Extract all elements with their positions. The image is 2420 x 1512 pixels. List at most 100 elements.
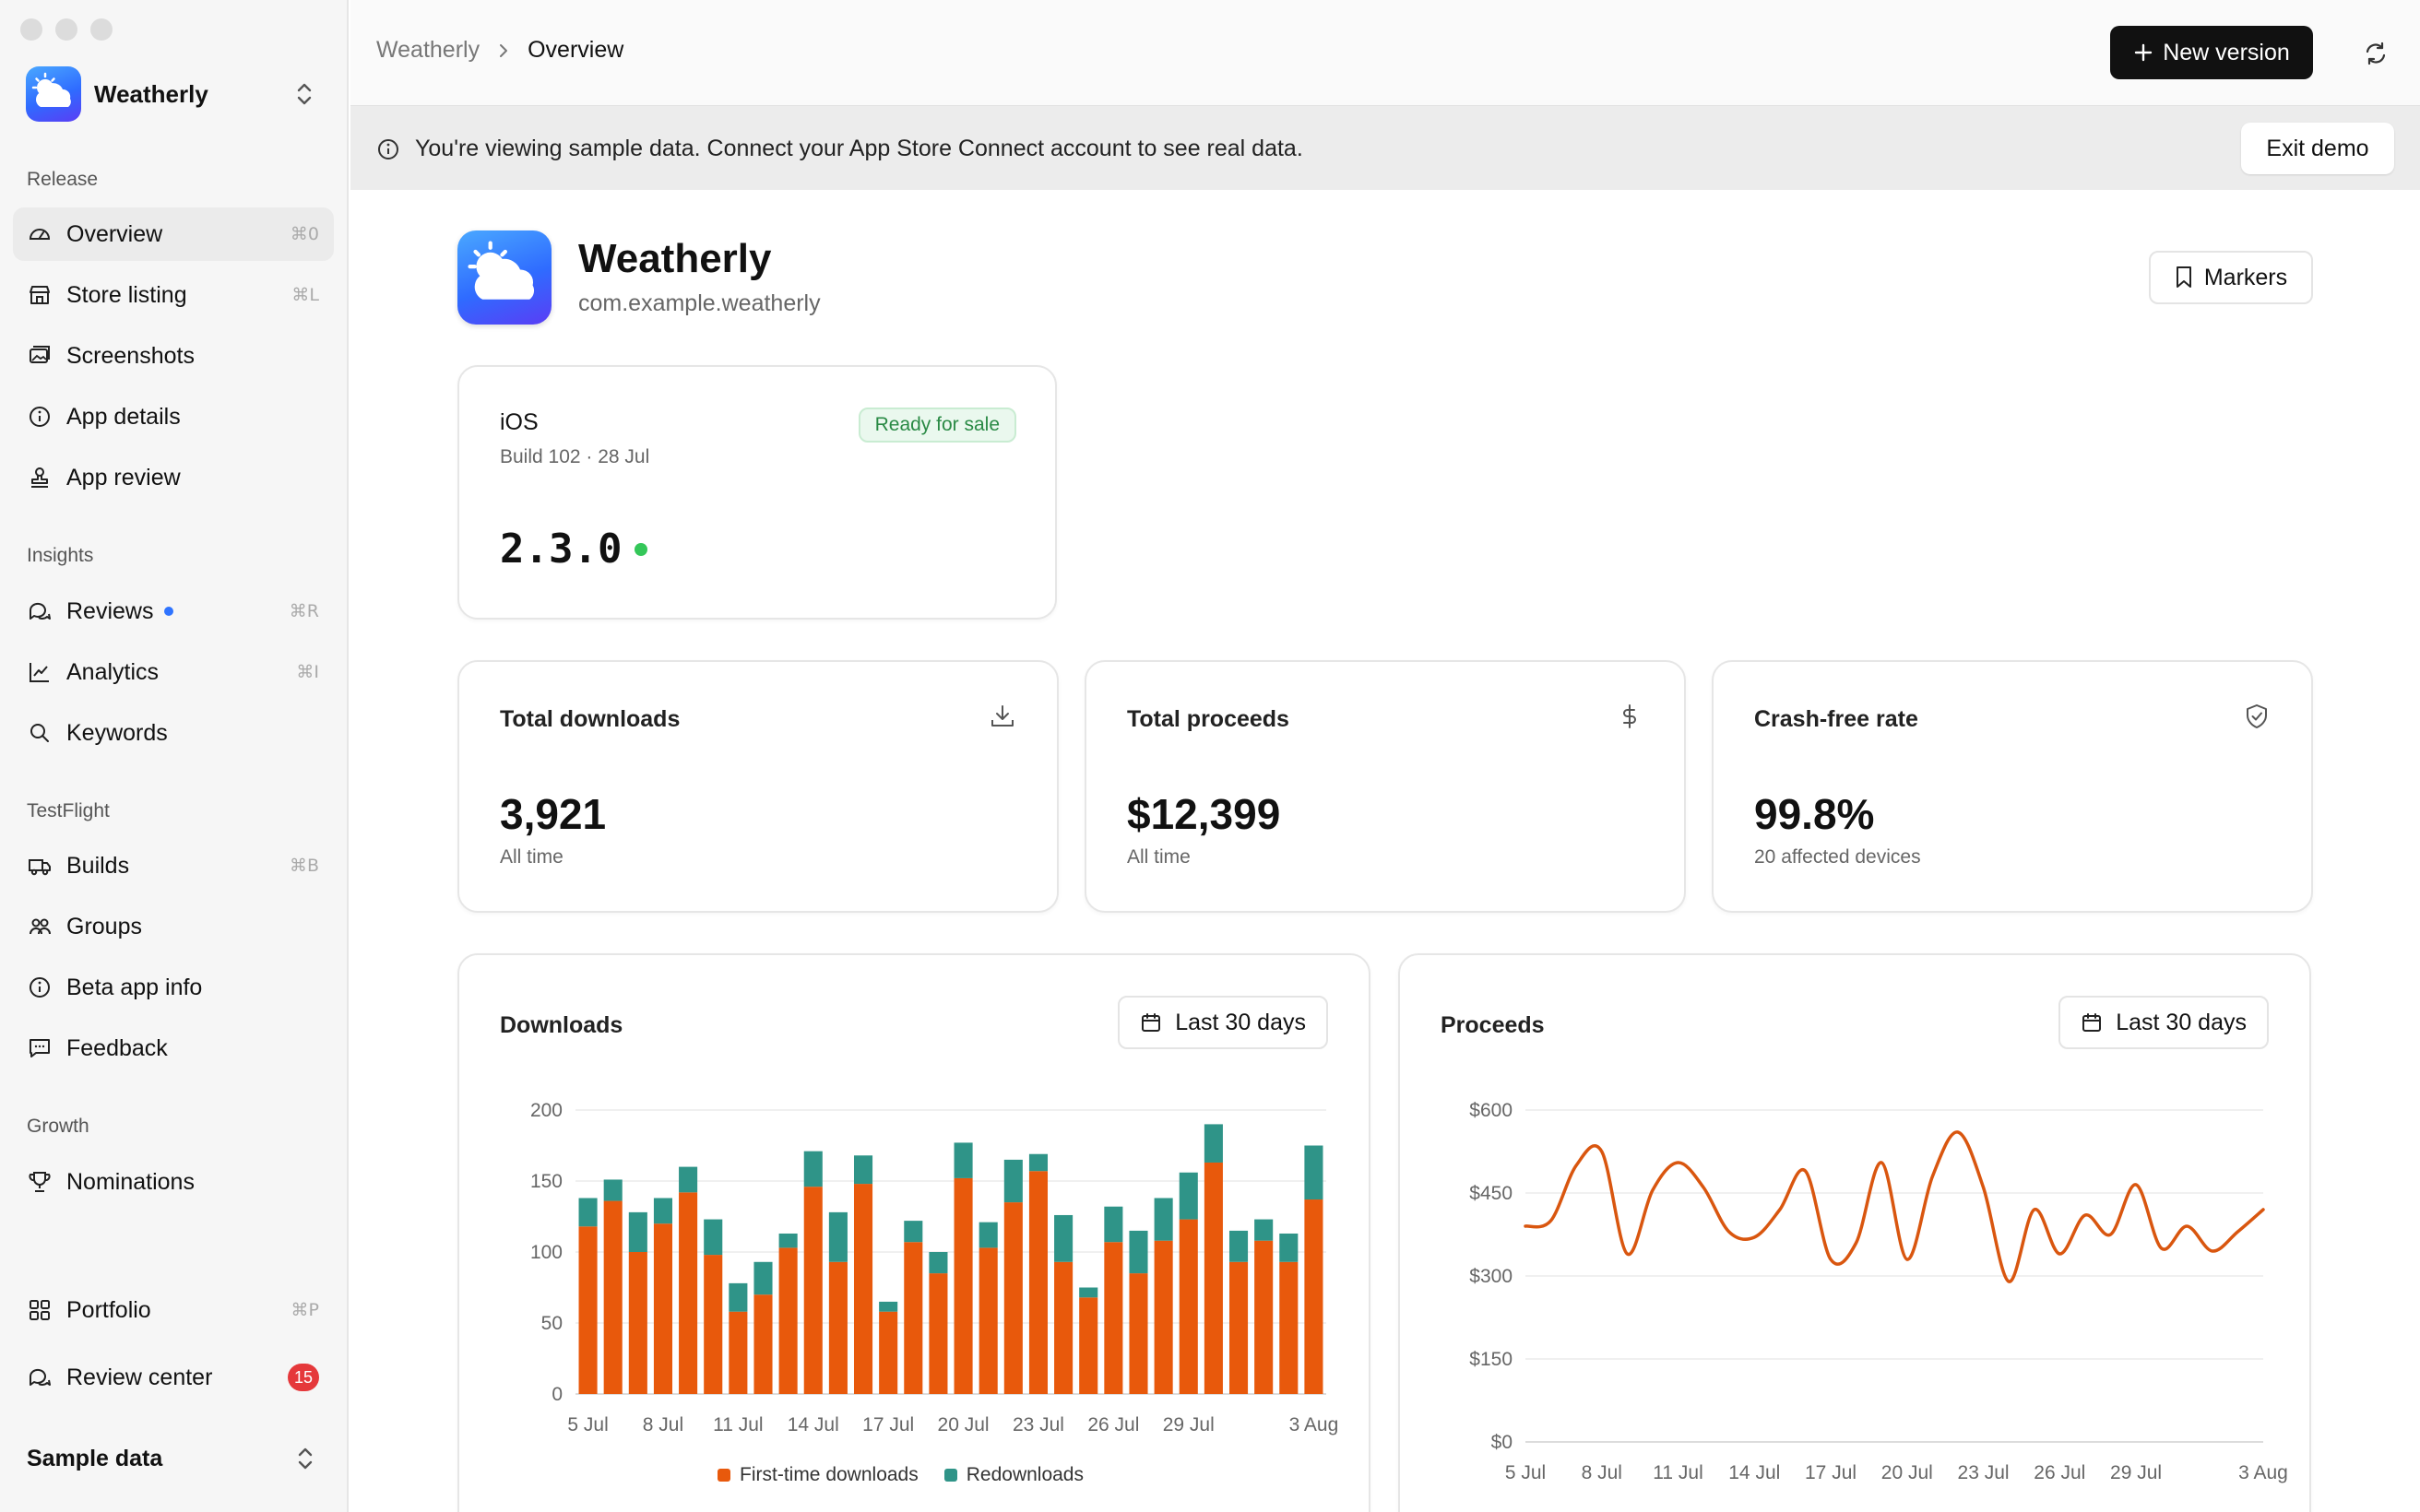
y-tick-label: 150 xyxy=(530,1171,563,1192)
chart-title: Downloads xyxy=(500,1012,623,1038)
sidebar-item-label: Overview xyxy=(66,220,163,247)
shield-check-icon xyxy=(2247,704,2267,728)
x-tick-label: 20 Jul xyxy=(938,1414,990,1435)
x-tick-label: 29 Jul xyxy=(1163,1414,1215,1435)
stat-subtitle: All time xyxy=(1127,846,1191,868)
ios-version-card[interactable]: iOS Build 102 · 28 Jul Ready for sale 2.… xyxy=(457,365,1057,620)
x-tick-label: 5 Jul xyxy=(1505,1462,1546,1483)
y-tick-label: $450 xyxy=(1469,1183,1512,1204)
breadcrumb-root[interactable]: Weatherly xyxy=(376,37,480,63)
bar-first-time xyxy=(879,1311,898,1394)
chevron-up-down-icon xyxy=(298,1447,313,1470)
shortcut-hint: ⌘0 xyxy=(290,224,319,244)
info-circle-icon xyxy=(28,975,52,999)
sidebar-item-reviews[interactable]: Reviews ⌘R xyxy=(13,585,334,638)
sidebar-item-beta-app-info[interactable]: Beta app info xyxy=(13,961,334,1014)
bar-redownload xyxy=(929,1252,948,1274)
bar-redownload xyxy=(1079,1287,1098,1298)
sidebar-item-label: Portfolio xyxy=(66,1296,151,1323)
bar-first-time xyxy=(628,1252,647,1394)
chart-title: Proceeds xyxy=(1441,1012,1545,1038)
exit-demo-button[interactable]: Exit demo xyxy=(2241,123,2394,174)
bar-redownload xyxy=(653,1198,673,1224)
y-tick-label: 100 xyxy=(530,1242,563,1263)
y-tick-label: 200 xyxy=(530,1100,563,1121)
sidebar-item-screenshots[interactable]: Screenshots xyxy=(13,329,334,383)
section-growth: Growth xyxy=(27,1116,89,1137)
shortcut-hint: ⌘B xyxy=(289,856,319,876)
breadcrumb-current: Overview xyxy=(528,37,624,63)
new-version-button[interactable]: New version xyxy=(2110,26,2313,79)
bar-redownload xyxy=(879,1301,898,1312)
bar-first-time xyxy=(778,1247,798,1394)
sidebar-item-builds[interactable]: Builds ⌘B xyxy=(13,839,334,892)
bar-redownload xyxy=(578,1198,598,1227)
chart-legend: First-time downloads Redownloads xyxy=(718,1464,1084,1486)
crash-free-rate-card: Crash-free rate 99.8% 20 affected device… xyxy=(1712,660,2313,913)
stat-value: 99.8% xyxy=(1754,790,1875,838)
stat-title: Total downloads xyxy=(500,706,681,732)
sidebar-item-portfolio[interactable]: Portfolio ⌘P xyxy=(13,1283,334,1337)
bar-first-time xyxy=(753,1294,773,1394)
gauge-icon xyxy=(28,222,52,246)
sidebar-item-overview[interactable]: Overview ⌘0 xyxy=(13,207,334,261)
bar-redownload xyxy=(729,1282,748,1312)
section-release: Release xyxy=(27,169,99,190)
legend-item: Redownloads xyxy=(943,1464,1084,1486)
proceeds-line xyxy=(1524,1130,2265,1283)
bar-redownload xyxy=(1104,1206,1123,1243)
x-tick-label: 17 Jul xyxy=(862,1414,914,1435)
x-tick-label: 29 Jul xyxy=(2110,1462,2162,1483)
stat-title: Crash-free rate xyxy=(1754,706,1918,732)
sidebar-item-keywords[interactable]: Keywords xyxy=(13,706,334,760)
bar-redownload xyxy=(1028,1153,1049,1172)
line-chart-icon xyxy=(28,660,52,684)
stat-subtitle: 20 affected devices xyxy=(1754,846,1921,868)
bar-redownload xyxy=(853,1155,873,1185)
shortcut-hint: ⌘P xyxy=(291,1300,319,1320)
sidebar-item-app-details[interactable]: App details xyxy=(13,390,334,443)
y-tick-label: $0 xyxy=(1491,1432,1512,1453)
sidebar-item-store-listing[interactable]: Store listing ⌘L xyxy=(13,268,334,322)
date-range-button[interactable]: Last 30 days xyxy=(1118,996,1328,1049)
bar-redownload xyxy=(904,1221,923,1243)
bar-redownload xyxy=(704,1219,723,1256)
legend-swatch xyxy=(718,1469,730,1482)
markers-button[interactable]: Markers xyxy=(2149,251,2313,304)
zoom-window-button[interactable] xyxy=(90,18,113,41)
bar-redownload xyxy=(1204,1124,1223,1163)
sidebar-item-feedback[interactable]: Feedback xyxy=(13,1022,334,1075)
bar-first-time xyxy=(853,1184,873,1394)
sidebar-item-label: Nominations xyxy=(66,1168,195,1195)
refresh-button[interactable] xyxy=(2357,35,2394,72)
downloads-chart: 0 50 100 150 200 5 Jul 8 Jul 11 Jul 14 Jul 17 Jul… xyxy=(530,1100,1338,1435)
proceeds-chart-card: Proceeds Last 30 days $0 $150 $300 $450 $600… xyxy=(1398,953,2311,1512)
sidebar-item-groups[interactable]: Groups xyxy=(13,900,334,953)
x-tick-label: 8 Jul xyxy=(1582,1462,1622,1483)
bar-first-time xyxy=(1003,1202,1023,1394)
sidebar-item-app-review[interactable]: App review xyxy=(13,451,334,504)
date-range-label: Last 30 days xyxy=(2116,1009,2247,1035)
live-indicator xyxy=(635,542,648,556)
bar-redownload xyxy=(679,1166,698,1193)
downloads-chart-card: Downloads Last 30 days 0 50 100 150 200 5 Jul… xyxy=(457,953,1370,1512)
bar-first-time xyxy=(578,1226,598,1394)
chat-bubbles-icon xyxy=(28,1365,52,1389)
sidebar-item-analytics[interactable]: Analytics ⌘I xyxy=(13,645,334,699)
y-tick-label: $150 xyxy=(1469,1349,1512,1370)
y-tick-label: $600 xyxy=(1469,1100,1512,1121)
sample-data-switcher[interactable]: Sample data xyxy=(27,1440,324,1477)
sidebar-item-label: Analytics xyxy=(66,658,160,685)
date-range-button[interactable]: Last 30 days xyxy=(2058,996,2269,1049)
x-tick-label: 17 Jul xyxy=(1805,1462,1857,1483)
grid-icon xyxy=(28,1298,52,1322)
build-info: Build 102 · 28 Jul xyxy=(500,446,650,467)
sidebar-item-nominations[interactable]: Nominations xyxy=(13,1155,334,1209)
minimize-window-button[interactable] xyxy=(55,18,77,41)
bar-first-time xyxy=(1279,1261,1299,1394)
sidebar-item-review-center[interactable]: Review center 15 xyxy=(13,1351,334,1404)
sample-data-banner: You're viewing sample data. Connect your… xyxy=(350,105,2420,190)
close-window-button[interactable] xyxy=(20,18,42,41)
app-switcher[interactable]: Weatherly xyxy=(26,66,323,122)
bar-first-time xyxy=(1079,1297,1098,1394)
